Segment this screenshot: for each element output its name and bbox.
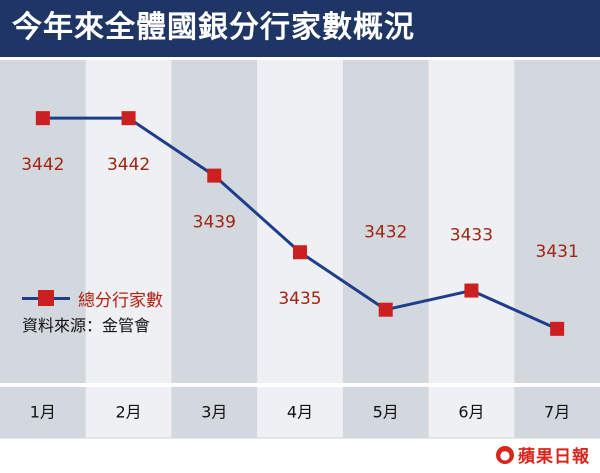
apple-logo-icon: ● — [496, 445, 514, 464]
axis-cell — [514, 387, 600, 438]
title-bar: 今年來全體國銀分行家數概況 — [0, 0, 600, 57]
data-point — [378, 302, 393, 317]
x-tick-label: 3月 — [201, 403, 227, 422]
legend: 總分行家數 資料來源：金管會 — [22, 286, 163, 336]
legend-marker-icon — [38, 289, 54, 306]
publisher-name: 蘋果日報 — [518, 447, 590, 467]
x-tick-label: 1月 — [30, 403, 56, 422]
x-tick-label: 2月 — [115, 403, 141, 422]
data-label: 3433 — [450, 226, 493, 246]
data-label: 3442 — [107, 155, 150, 175]
data-point — [35, 111, 50, 126]
data-point — [550, 321, 565, 336]
data-label: 3431 — [536, 242, 579, 262]
line-chart: 1月 2月 3月 4月 5月 6月 7月 3442 3442 3439 3435 3432 3433 34… — [0, 60, 600, 439]
data-point — [207, 168, 222, 183]
axis-cell — [428, 387, 515, 438]
legend-series-label: 總分行家數 — [78, 290, 163, 311]
axis-cell — [342, 387, 430, 438]
x-tick-label: 4月 — [287, 403, 313, 422]
data-label: 3432 — [364, 223, 407, 243]
legend-entry: 總分行家數 — [22, 286, 163, 311]
axis-cell — [0, 387, 87, 438]
publisher-logo: ● 蘋果日報 — [496, 442, 590, 467]
column-band — [514, 60, 600, 385]
data-point — [293, 245, 307, 260]
column-band — [171, 60, 258, 385]
data-label: 3435 — [278, 289, 321, 309]
column-band — [342, 60, 430, 385]
data-point — [464, 283, 479, 298]
x-tick-label: 5月 — [373, 403, 399, 422]
column-band — [85, 60, 172, 385]
chart-title: 今年來全體國銀分行家數概況 — [12, 10, 415, 45]
x-tick-label: 7月 — [544, 403, 570, 422]
data-label: 3442 — [21, 155, 64, 175]
x-tick-label: 6月 — [458, 403, 484, 422]
axis-cell — [257, 387, 344, 438]
column-band — [0, 60, 87, 385]
data-label: 3439 — [193, 213, 236, 233]
legend-line-icon — [22, 289, 70, 306]
column-band — [428, 60, 515, 385]
axis-cell — [171, 387, 258, 438]
source-note: 資料來源：金管會 — [22, 316, 151, 335]
axis-cell — [85, 387, 172, 438]
data-point — [121, 111, 136, 126]
column-band — [257, 60, 344, 385]
